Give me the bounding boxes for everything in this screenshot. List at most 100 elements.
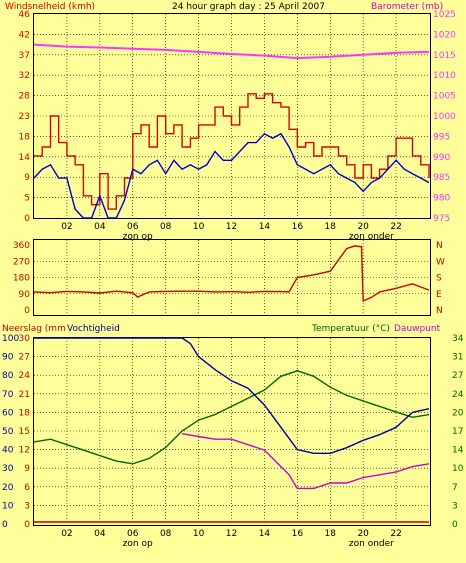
barometer-tick-label: 980 <box>433 194 450 204</box>
bottom-x-tick-label: 16 <box>292 529 304 539</box>
wind-tick-label: 37 <box>19 51 30 61</box>
bottom-x-tick-label: 18 <box>325 529 337 539</box>
humidity-tick-label: 0 <box>2 520 8 530</box>
rain-tick-label: 9 <box>24 464 30 474</box>
wind-x-tick-label: 14 <box>259 222 271 232</box>
wind-x-tick-label: 16 <box>292 222 304 232</box>
humidity-tick-label: 10 <box>2 501 14 511</box>
barometer-tick-label: 1010 <box>433 71 456 81</box>
wind-tick-label: 46 <box>19 10 31 20</box>
wind-tick-label: 32 <box>19 71 30 81</box>
humidity-tick-label: 80 <box>2 371 14 381</box>
temperature-tick-label: 7 <box>452 483 458 493</box>
rain-tick-label: 27 <box>19 353 30 363</box>
wind-average-series-line <box>33 132 430 219</box>
wind-x-tick-label: 10 <box>193 222 205 232</box>
wind-tick-label: 14 <box>19 153 31 163</box>
wind-axis-title: Windsnelheid (kmh) <box>5 2 96 12</box>
rain-axis-title: Neerslag (mm <box>2 324 66 334</box>
temperature-axis-title: Temperatuur (°C) <box>312 324 391 334</box>
dewpoint-series-line <box>181 433 430 490</box>
temperature-tick-label: 10 <box>452 464 464 474</box>
barometer-tick-label: 985 <box>433 173 450 183</box>
bottom-x-tick-label: 04 <box>94 529 106 539</box>
temperature-tick-label: 3 <box>452 501 458 511</box>
barometer-tick-label: 1020 <box>433 30 456 40</box>
temperature-tick-label: 0 <box>452 520 458 530</box>
wind-tick-label: 5 <box>24 194 30 204</box>
wind-tick-label: 28 <box>19 92 31 102</box>
compass-tick-label: W <box>436 257 445 267</box>
wind-x-tick-label: 18 <box>325 222 337 232</box>
compass-tick-label: S <box>436 274 442 284</box>
chart-title: 24 hour graph day : 25 April 2007 <box>172 2 325 12</box>
bottom-x-tick-label: 08 <box>160 529 172 539</box>
sunrise-label: zon op <box>123 232 153 242</box>
compass-tick-label: N <box>436 241 443 251</box>
rain-tick-label: 12 <box>19 446 30 456</box>
rain-tick-label: 6 <box>24 483 30 493</box>
rain-tick-label: 3 <box>24 501 30 511</box>
wind-tick-label: 9 <box>24 173 30 183</box>
bottom-x-tick-label: 22 <box>390 529 401 539</box>
wind-direction-series-line <box>33 245 430 303</box>
bottom-x-tick-label: 20 <box>357 529 369 539</box>
temperature-tick-label: 34 <box>452 334 464 344</box>
rain-tick-label: 24 <box>19 371 31 381</box>
direction-tick-label: 180 <box>13 274 30 284</box>
direction-tick-label: 270 <box>13 257 30 267</box>
rain-tick-label: 0 <box>24 520 30 530</box>
direction-tick-label: 0 <box>24 306 30 316</box>
bottom-x-tick-label: 06 <box>127 529 139 539</box>
sunrise-label-bottom: zon op <box>123 539 153 549</box>
sunset-label: zon onder <box>349 232 394 242</box>
humidity-tick-label: 30 <box>2 464 14 474</box>
direction-panel-frame <box>33 239 431 316</box>
temperature-tick-label: 31 <box>452 353 463 363</box>
wind-x-tick-label: 20 <box>357 222 369 232</box>
wind-x-tick-label: 22 <box>390 222 401 232</box>
humidity-tick-label: 20 <box>2 483 14 493</box>
barometer-tick-label: 1000 <box>433 112 456 122</box>
temperature-tick-label: 17 <box>452 427 463 437</box>
temperature-tick-label: 14 <box>452 446 464 456</box>
rain-tick-label: 15 <box>19 427 30 437</box>
sunset-label-bottom: zon onder <box>349 539 394 549</box>
barometer-axis-title: Barometer (mb) <box>371 2 444 12</box>
wind-tick-label: 42 <box>19 30 30 40</box>
wind-x-tick-label: 08 <box>160 222 172 232</box>
wind-panel-frame <box>33 13 431 219</box>
compass-tick-label: E <box>436 290 442 300</box>
humidity-tick-label: 70 <box>2 390 14 400</box>
barometer-tick-label: 1025 <box>433 10 456 20</box>
temperature-tick-label: 27 <box>452 371 463 381</box>
bottom-x-tick-label: 10 <box>193 529 205 539</box>
direction-tick-label: 90 <box>19 290 31 300</box>
dewpoint-axis-title: Dauwpunt <box>394 324 441 334</box>
barometer-tick-label: 975 <box>433 214 450 224</box>
wind-x-tick-label: 04 <box>94 222 106 232</box>
rain-tick-label: 21 <box>19 390 30 400</box>
temperature-series-line <box>33 370 430 465</box>
wind-tick-label: 0 <box>24 214 30 224</box>
humidity-axis-title: Vochtigheid <box>67 324 120 334</box>
wind-x-tick-label: 12 <box>226 222 237 232</box>
direction-tick-label: 360 <box>13 241 30 251</box>
compass-tick-label: N <box>436 306 443 316</box>
wind-tick-label: 23 <box>19 112 30 122</box>
rain-tick-label: 30 <box>19 334 31 344</box>
barometer-tick-label: 990 <box>433 153 450 163</box>
wind-tick-label: 18 <box>19 132 31 142</box>
barometer-tick-label: 1005 <box>433 92 456 102</box>
temperature-tick-label: 24 <box>452 390 464 400</box>
humidity-tick-label: 40 <box>2 446 14 456</box>
bottom-panel-frame <box>33 337 431 526</box>
bottom-x-tick-label: 12 <box>226 529 237 539</box>
barometer-tick-label: 1015 <box>433 51 456 61</box>
rain-tick-label: 18 <box>19 408 31 418</box>
barometer-tick-label: 995 <box>433 132 450 142</box>
wind-x-tick-label: 02 <box>61 222 72 232</box>
humidity-tick-label: 60 <box>2 408 14 418</box>
wind-gust-series-line <box>34 93 430 210</box>
